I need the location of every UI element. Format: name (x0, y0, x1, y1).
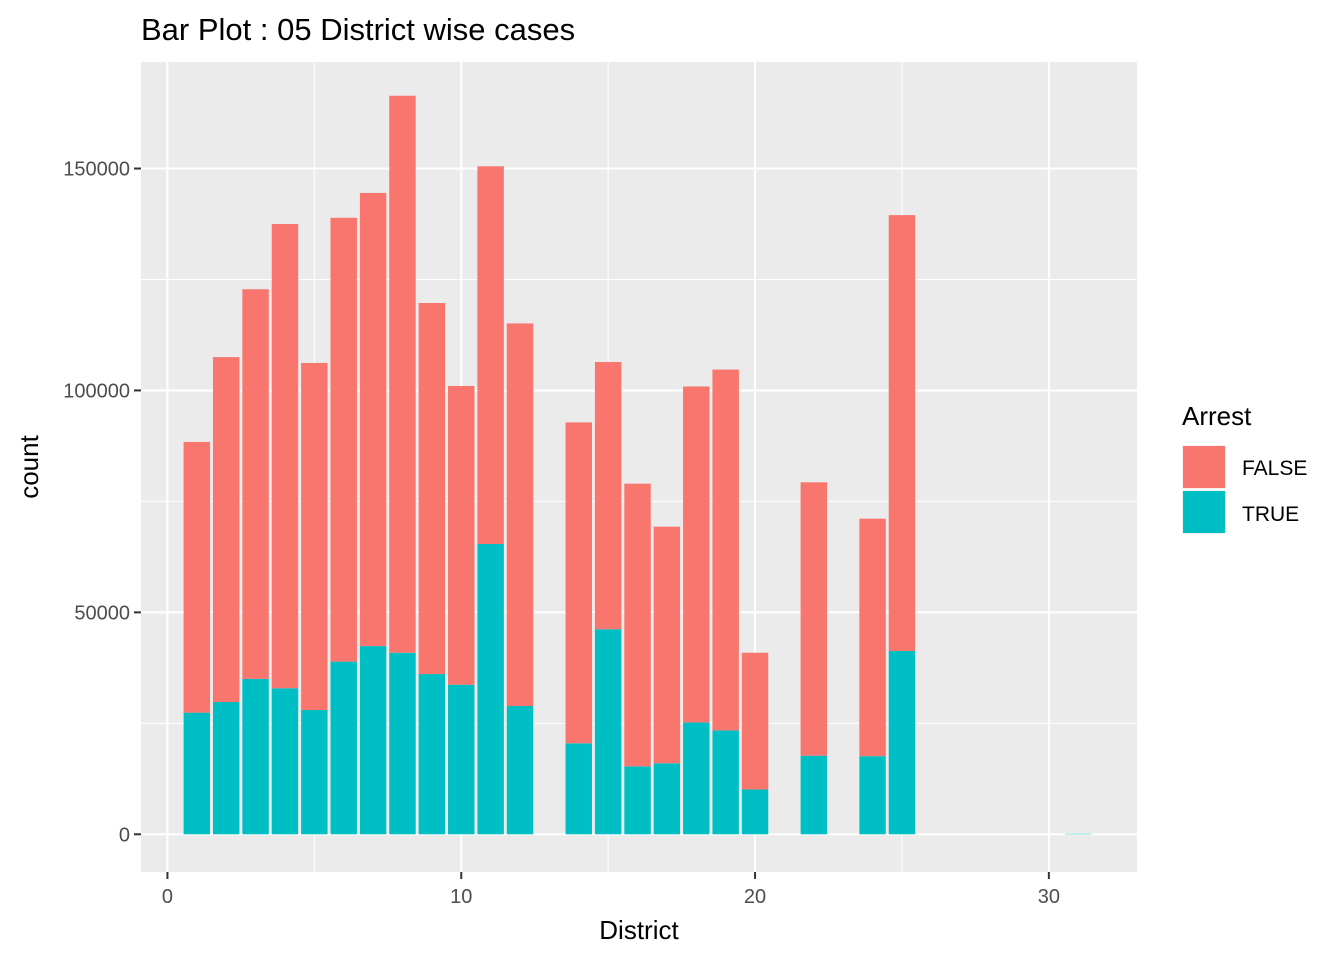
bar-false-district-11 (477, 166, 504, 545)
legend-swatch-false (1183, 446, 1225, 488)
x-tick-label: 10 (450, 886, 472, 908)
bar-false-district-1 (183, 441, 211, 713)
bar-true-district-8 (389, 652, 416, 835)
bar-true-district-10 (448, 684, 475, 835)
legend-label-false: FALSE (1242, 457, 1307, 480)
bar-true-district-9 (418, 674, 446, 835)
bar-false-district-16 (624, 483, 651, 767)
y-axis: 0 50000 100000 150000 (63, 159, 141, 846)
bar-true-district-6 (330, 661, 357, 835)
bar-true-district-5 (301, 710, 328, 835)
y-tick-label: 50000 (74, 602, 130, 624)
bar-true-district-1 (183, 712, 211, 835)
bar-true-district-12 (506, 706, 534, 835)
bar-false-district-3 (242, 289, 269, 679)
bar-false-district-17 (653, 526, 681, 764)
bar-false-district-14 (565, 422, 592, 744)
bar-true-district-16 (624, 766, 651, 835)
y-tick-label: 0 (119, 824, 130, 846)
bar-true-district-15 (594, 629, 622, 835)
bar-false-district-19 (712, 369, 739, 731)
bar-true-district-20 (741, 789, 769, 835)
bar-false-district-20 (741, 652, 769, 790)
legend-item-true: TRUE (1182, 490, 1299, 534)
legend: Arrest FALSE TRUE (1182, 401, 1307, 534)
bar-false-district-5 (301, 362, 328, 710)
bar-true-district-11 (477, 544, 504, 835)
bar-false-district-24 (859, 518, 886, 757)
bar-false-district-12 (506, 323, 534, 707)
x-tick-label: 0 (162, 886, 173, 908)
legend-label-true: TRUE (1242, 503, 1299, 526)
bar-true-district-19 (712, 730, 739, 835)
x-axis-title: District (599, 915, 679, 945)
x-tick-label: 30 (1038, 886, 1060, 908)
bar-false-district-6 (330, 217, 357, 662)
bar-true-district-24 (859, 756, 886, 835)
bar-true-district-14 (565, 743, 592, 835)
bar-true-district-3 (242, 678, 269, 835)
bar-true-district-18 (683, 722, 710, 835)
y-tick-label: 100000 (63, 380, 130, 402)
bar-false-district-10 (448, 386, 475, 685)
bar-true-district-2 (212, 702, 240, 835)
bar-false-district-22 (800, 482, 828, 756)
legend-title: Arrest (1182, 401, 1252, 431)
bars (183, 95, 1092, 835)
bar-false-district-7 (359, 192, 387, 647)
bar-false-district-18 (683, 386, 710, 723)
legend-item-false: FALSE (1182, 445, 1307, 489)
bar-true-district-4 (271, 688, 299, 835)
bar-false-district-9 (418, 303, 446, 675)
bar-true-district-25 (888, 650, 916, 835)
bar-true-district-7 (359, 646, 387, 835)
x-axis: 0 10 20 30 (162, 872, 1060, 908)
bar-false-district-8 (389, 95, 416, 653)
y-axis-title: count (14, 434, 44, 498)
bar-true-district-17 (653, 763, 681, 835)
bar-false-district-2 (212, 357, 240, 703)
bar-false-district-25 (888, 215, 916, 651)
bar-false-district-4 (271, 224, 299, 689)
legend-swatch-true (1183, 491, 1225, 533)
bar-false-district-15 (594, 362, 622, 630)
chart-title: Bar Plot : 05 District wise cases (141, 12, 575, 47)
bar-true-district-22 (800, 755, 828, 835)
y-tick-label: 150000 (63, 159, 130, 181)
x-tick-label: 20 (744, 886, 766, 908)
